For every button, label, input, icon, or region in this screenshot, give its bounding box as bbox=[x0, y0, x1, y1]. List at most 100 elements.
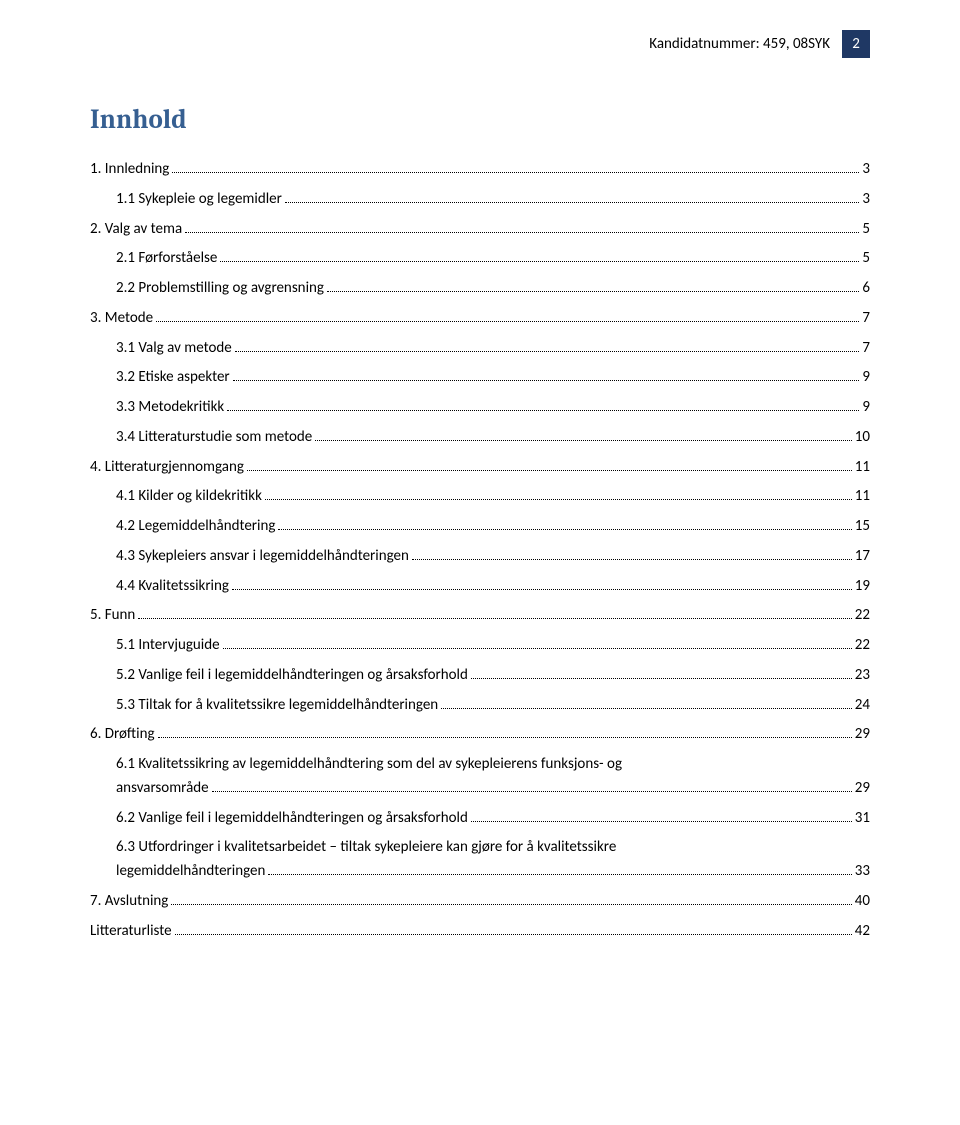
toc-entry-label: 6.3 Utfordringer i kvalitetsarbeidet – t… bbox=[116, 837, 870, 859]
toc-entry-page: 3 bbox=[862, 159, 870, 181]
toc-entry[interactable]: 3.2 Etiske aspekter 9 bbox=[90, 367, 870, 389]
toc-entry[interactable]: 4.4 Kvalitetssikring 19 bbox=[90, 576, 870, 598]
toc-entry-label: 4.2 Legemiddelhåndtering bbox=[116, 516, 275, 538]
toc-entry-label: 1. Innledning bbox=[90, 159, 169, 181]
toc-entry[interactable]: 2.1 Førforståelse 5 bbox=[90, 248, 870, 270]
candidate-number: Kandidatnummer: 459, 08SYK bbox=[649, 35, 830, 53]
toc-entry-label: 4.4 Kvalitetssikring bbox=[116, 576, 229, 598]
toc-entry[interactable]: 3. Metode 7 bbox=[90, 308, 870, 330]
toc-entry-page: 5 bbox=[862, 219, 870, 241]
toc-leader-dots bbox=[278, 516, 851, 530]
toc-entry[interactable]: Litteraturliste 42 bbox=[90, 921, 870, 943]
toc-entry-page: 24 bbox=[855, 695, 870, 717]
toc-entry-label: 5.1 Intervjuguide bbox=[116, 635, 220, 657]
toc-entry-label: 2.1 Førforståelse bbox=[116, 248, 217, 270]
toc-leader-dots bbox=[212, 778, 852, 792]
toc-leader-dots bbox=[327, 278, 859, 292]
toc-entry[interactable]: 3.1 Valg av metode 7 bbox=[90, 338, 870, 360]
toc-entry[interactable]: 5.2 Vanlige feil i legemiddelhåndteringe… bbox=[90, 665, 870, 687]
toc-entry[interactable]: 6.3 Utfordringer i kvalitetsarbeidet – t… bbox=[90, 837, 870, 883]
toc-entry-page: 9 bbox=[862, 397, 870, 419]
toc-leader-dots bbox=[471, 665, 852, 679]
table-of-contents: 1. Innledning 31.1 Sykepleie og legemidl… bbox=[90, 159, 870, 942]
toc-leader-dots bbox=[175, 921, 852, 935]
toc-entry[interactable]: 5. Funn 22 bbox=[90, 605, 870, 627]
toc-title: Innhold bbox=[90, 104, 870, 135]
toc-entry-page: 19 bbox=[855, 576, 870, 598]
toc-entry-label: 2. Valg av tema bbox=[90, 219, 182, 241]
toc-entry-label: 4.3 Sykepleiers ansvar i legemiddelhåndt… bbox=[116, 546, 409, 568]
toc-entry-label: 1.1 Sykepleie og legemidler bbox=[116, 189, 282, 211]
toc-entry-page: 23 bbox=[855, 665, 870, 687]
toc-entry-label-cont: legemiddelhåndteringen bbox=[116, 861, 265, 883]
toc-entry-label: 3.4 Litteraturstudie som metode bbox=[116, 427, 312, 449]
toc-entry-label: 5. Funn bbox=[90, 605, 135, 627]
toc-entry[interactable]: 2.2 Problemstilling og avgrensning 6 bbox=[90, 278, 870, 300]
toc-entry[interactable]: 4.1 Kilder og kildekritikk 11 bbox=[90, 486, 870, 508]
toc-entry-page: 9 bbox=[862, 367, 870, 389]
toc-leader-dots bbox=[268, 861, 851, 875]
toc-leader-dots bbox=[247, 457, 852, 471]
toc-entry[interactable]: 2. Valg av tema 5 bbox=[90, 219, 870, 241]
toc-leader-dots bbox=[171, 891, 851, 905]
toc-leader-dots bbox=[441, 695, 852, 709]
toc-entry[interactable]: 4.3 Sykepleiers ansvar i legemiddelhåndt… bbox=[90, 546, 870, 568]
toc-entry-label: 5.2 Vanlige feil i legemiddelhåndteringe… bbox=[116, 665, 468, 687]
toc-leader-dots bbox=[158, 725, 852, 739]
toc-entry-label: 3. Metode bbox=[90, 308, 153, 330]
toc-entry-page: 5 bbox=[862, 248, 870, 270]
toc-leader-dots bbox=[233, 368, 860, 382]
toc-entry-page: 17 bbox=[855, 546, 870, 568]
toc-leader-dots bbox=[185, 219, 859, 233]
toc-entry[interactable]: 6.1 Kvalitetssikring av legemiddelhåndte… bbox=[90, 754, 870, 800]
toc-entry-label: 3.2 Etiske aspekter bbox=[116, 367, 230, 389]
toc-entry-page: 7 bbox=[862, 338, 870, 360]
toc-entry-page: 42 bbox=[855, 921, 870, 943]
toc-leader-dots bbox=[285, 189, 860, 203]
toc-entry[interactable]: 3.3 Metodekritikk 9 bbox=[90, 397, 870, 419]
toc-entry[interactable]: 4.2 Legemiddelhåndtering 15 bbox=[90, 516, 870, 538]
toc-leader-dots bbox=[412, 546, 852, 560]
toc-entry-page: 11 bbox=[855, 486, 870, 508]
toc-entry-page: 22 bbox=[855, 635, 870, 657]
toc-entry[interactable]: 5.1 Intervjuguide 22 bbox=[90, 635, 870, 657]
toc-entry-label: 7. Avslutning bbox=[90, 891, 168, 913]
toc-entry-page: 22 bbox=[855, 605, 870, 627]
toc-leader-dots bbox=[220, 249, 859, 263]
toc-entry-page: 29 bbox=[855, 778, 870, 800]
toc-leader-dots bbox=[235, 338, 860, 352]
page: Kandidatnummer: 459, 08SYK 2 Innhold 1. … bbox=[0, 0, 960, 990]
toc-entry[interactable]: 1. Innledning 3 bbox=[90, 159, 870, 181]
toc-entry[interactable]: 1.1 Sykepleie og legemidler 3 bbox=[90, 189, 870, 211]
toc-entry[interactable]: 6.2 Vanlige feil i legemiddelhåndteringe… bbox=[90, 808, 870, 830]
toc-entry-label: 6.2 Vanlige feil i legemiddelhåndteringe… bbox=[116, 808, 468, 830]
toc-entry-page: 29 bbox=[855, 724, 870, 746]
toc-entry[interactable]: 4. Litteraturgjennomgang 11 bbox=[90, 457, 870, 479]
toc-entry-label: Litteraturliste bbox=[90, 921, 172, 943]
toc-leader-dots bbox=[223, 635, 852, 649]
toc-entry-page: 15 bbox=[855, 516, 870, 538]
toc-leader-dots bbox=[156, 308, 859, 322]
toc-entry-label: 6. Drøfting bbox=[90, 724, 155, 746]
toc-entry-label: 3.1 Valg av metode bbox=[116, 338, 232, 360]
toc-entry[interactable]: 7. Avslutning 40 bbox=[90, 891, 870, 913]
toc-leader-dots bbox=[138, 606, 851, 620]
toc-entry-page: 31 bbox=[855, 808, 870, 830]
toc-entry-page: 11 bbox=[855, 457, 870, 479]
toc-entry-page: 3 bbox=[862, 189, 870, 211]
toc-entry[interactable]: 3.4 Litteraturstudie som metode 10 bbox=[90, 427, 870, 449]
toc-entry-label: 2.2 Problemstilling og avgrensning bbox=[116, 278, 324, 300]
toc-entry-label: 6.1 Kvalitetssikring av legemiddelhåndte… bbox=[116, 754, 870, 776]
toc-leader-dots bbox=[471, 808, 852, 822]
toc-entry-page: 40 bbox=[855, 891, 870, 913]
toc-entry-label: 3.3 Metodekritikk bbox=[116, 397, 224, 419]
toc-entry[interactable]: 5.3 Tiltak for å kvalitetssikre legemidd… bbox=[90, 695, 870, 717]
page-number-badge: 2 bbox=[842, 30, 870, 58]
toc-leader-dots bbox=[172, 159, 859, 173]
page-header: Kandidatnummer: 459, 08SYK 2 bbox=[90, 30, 870, 58]
toc-leader-dots bbox=[315, 427, 852, 441]
toc-entry-page: 33 bbox=[855, 861, 870, 883]
toc-entry-label: 5.3 Tiltak for å kvalitetssikre legemidd… bbox=[116, 695, 438, 717]
toc-entry[interactable]: 6. Drøfting 29 bbox=[90, 724, 870, 746]
toc-leader-dots bbox=[227, 397, 859, 411]
